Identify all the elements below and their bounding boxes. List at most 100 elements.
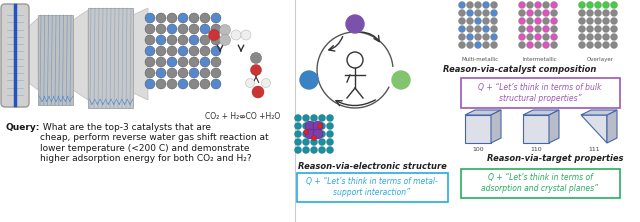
Circle shape [211, 35, 221, 45]
Text: Overlayer: Overlayer [586, 57, 614, 62]
Circle shape [250, 65, 262, 75]
Polygon shape [523, 115, 549, 143]
Circle shape [458, 10, 465, 16]
Circle shape [595, 2, 602, 8]
Text: Query:: Query: [6, 123, 40, 132]
Circle shape [178, 13, 188, 23]
Circle shape [294, 147, 301, 153]
Circle shape [527, 42, 534, 48]
Circle shape [313, 121, 323, 131]
Circle shape [326, 131, 333, 137]
Circle shape [579, 42, 586, 48]
Circle shape [310, 123, 317, 129]
Circle shape [346, 15, 364, 33]
Circle shape [178, 79, 188, 89]
Circle shape [178, 24, 188, 34]
Circle shape [527, 2, 534, 8]
Circle shape [178, 35, 188, 45]
Circle shape [303, 139, 310, 145]
Circle shape [595, 10, 602, 16]
Circle shape [303, 115, 310, 121]
Polygon shape [607, 110, 617, 143]
FancyBboxPatch shape [461, 168, 620, 198]
Polygon shape [465, 110, 501, 115]
Circle shape [458, 18, 465, 24]
Circle shape [550, 2, 557, 8]
Circle shape [145, 79, 155, 89]
Circle shape [611, 2, 618, 8]
Text: Q + “Let’s think in terms of
adsorption and crystal planes”: Q + “Let’s think in terms of adsorption … [481, 173, 598, 193]
Circle shape [490, 42, 497, 48]
Circle shape [458, 2, 465, 8]
Text: Intermetallic: Intermetallic [523, 57, 557, 62]
Polygon shape [491, 110, 501, 143]
Text: Q + “Let’s think in terms of metal-
support interaction”: Q + “Let’s think in terms of metal- supp… [306, 177, 438, 197]
Circle shape [518, 42, 525, 48]
Polygon shape [523, 110, 559, 115]
Circle shape [250, 52, 262, 63]
Circle shape [156, 79, 166, 89]
Circle shape [467, 34, 474, 40]
Circle shape [211, 68, 221, 78]
Circle shape [211, 57, 221, 67]
Circle shape [602, 34, 609, 40]
Circle shape [483, 42, 490, 48]
Circle shape [317, 123, 323, 129]
Circle shape [483, 34, 490, 40]
Text: Reason-via-catalyst composition: Reason-via-catalyst composition [444, 65, 596, 74]
Circle shape [310, 139, 317, 145]
Polygon shape [465, 115, 491, 143]
Circle shape [467, 26, 474, 32]
Text: Multi-metallic: Multi-metallic [461, 57, 499, 62]
Circle shape [518, 10, 525, 16]
Polygon shape [549, 110, 559, 143]
Circle shape [490, 34, 497, 40]
Circle shape [602, 26, 609, 32]
Circle shape [534, 2, 541, 8]
Circle shape [167, 24, 177, 34]
Circle shape [189, 35, 199, 45]
Circle shape [474, 34, 481, 40]
Circle shape [262, 79, 271, 87]
Circle shape [156, 35, 166, 45]
Circle shape [474, 26, 481, 32]
Circle shape [483, 10, 490, 16]
Circle shape [527, 34, 534, 40]
Circle shape [527, 10, 534, 16]
Circle shape [543, 18, 550, 24]
Circle shape [490, 2, 497, 8]
Circle shape [550, 26, 557, 32]
Circle shape [518, 2, 525, 8]
Circle shape [595, 18, 602, 24]
Text: What are the top-3 catalysts that are
cheap, perform reverse water gas shift rea: What are the top-3 catalysts that are ch… [40, 123, 269, 163]
Circle shape [241, 30, 251, 40]
Circle shape [579, 2, 586, 8]
Circle shape [534, 42, 541, 48]
Circle shape [326, 147, 333, 153]
Circle shape [189, 24, 199, 34]
Circle shape [458, 34, 465, 40]
Circle shape [474, 2, 481, 8]
Text: CO₂ + H₂⇎CO +H₂O: CO₂ + H₂⇎CO +H₂O [205, 112, 280, 121]
Circle shape [602, 2, 609, 8]
Circle shape [543, 26, 550, 32]
Circle shape [252, 86, 264, 98]
Circle shape [534, 18, 541, 24]
Circle shape [200, 35, 210, 45]
Circle shape [167, 35, 177, 45]
Circle shape [246, 79, 255, 87]
Circle shape [611, 26, 618, 32]
Circle shape [313, 129, 323, 139]
Circle shape [611, 42, 618, 48]
Circle shape [303, 147, 310, 153]
Circle shape [303, 123, 310, 129]
Circle shape [167, 57, 177, 67]
Circle shape [189, 13, 199, 23]
Circle shape [145, 57, 155, 67]
Circle shape [586, 34, 593, 40]
Circle shape [602, 10, 609, 16]
Circle shape [200, 68, 210, 78]
Circle shape [483, 2, 490, 8]
Circle shape [518, 34, 525, 40]
Polygon shape [581, 110, 617, 115]
